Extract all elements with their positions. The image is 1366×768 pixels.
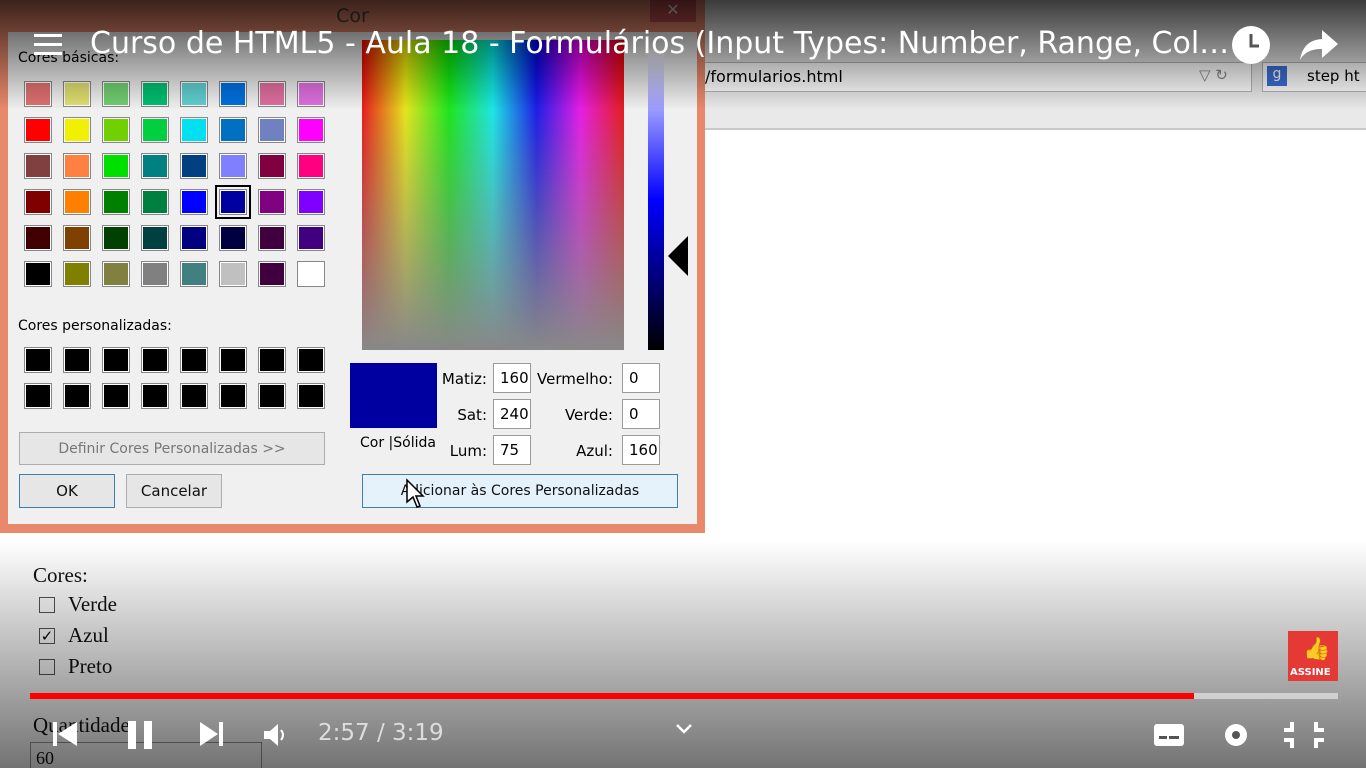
color-swatch[interactable] — [141, 189, 169, 215]
time-display: 2:57 / 3:19 — [318, 720, 444, 746]
field-label: Sat: — [457, 406, 487, 424]
field-input[interactable]: 75 — [493, 435, 531, 465]
color-swatch[interactable] — [141, 261, 169, 287]
custom-colors-label: Cores personalizadas: — [18, 318, 172, 334]
color-swatch[interactable] — [297, 225, 325, 251]
color-swatch[interactable] — [24, 153, 52, 179]
custom-swatch[interactable] — [219, 347, 247, 373]
color-swatch[interactable] — [180, 117, 208, 143]
color-swatch[interactable] — [102, 225, 130, 251]
color-swatch[interactable] — [219, 261, 247, 287]
color-swatch[interactable] — [24, 261, 52, 287]
custom-swatch[interactable] — [63, 383, 91, 409]
custom-swatch[interactable] — [297, 347, 325, 373]
color-swatch[interactable] — [24, 225, 52, 251]
luminance-bar[interactable] — [648, 50, 664, 350]
color-swatch[interactable] — [215, 185, 251, 219]
color-swatch[interactable] — [180, 261, 208, 287]
color-swatch[interactable] — [63, 189, 91, 215]
define-custom-button[interactable]: Definir Cores Personalizadas >> — [19, 432, 325, 465]
color-swatch[interactable] — [297, 189, 325, 215]
subscribe-text: ASSINE — [1290, 667, 1331, 678]
subscribe-badge[interactable]: 👍 ASSINE — [1288, 631, 1338, 681]
field-label: Azul: — [576, 442, 613, 460]
progress-played — [30, 693, 1194, 699]
color-swatch[interactable] — [219, 117, 247, 143]
custom-swatch[interactable] — [141, 347, 169, 373]
color-swatch[interactable] — [258, 225, 286, 251]
field-input[interactable]: 160 — [493, 363, 531, 393]
chevron-icon[interactable] — [674, 722, 694, 736]
custom-swatch[interactable] — [180, 383, 208, 409]
color-preview — [350, 363, 437, 428]
color-swatch[interactable] — [258, 261, 286, 287]
field-input[interactable]: 0 — [622, 399, 660, 429]
color-swatch[interactable] — [102, 117, 130, 143]
color-swatch[interactable] — [258, 189, 286, 215]
color-swatch[interactable] — [102, 189, 130, 215]
field-input[interactable]: 160 — [622, 435, 660, 465]
top-overlay — [0, 0, 1366, 110]
watch-later-icon[interactable] — [1230, 24, 1272, 66]
color-swatch[interactable] — [63, 225, 91, 251]
color-swatch[interactable] — [219, 153, 247, 179]
color-swatch[interactable] — [141, 225, 169, 251]
custom-swatch[interactable] — [219, 383, 247, 409]
field-input[interactable]: 0 — [622, 363, 660, 393]
color-swatch[interactable] — [63, 117, 91, 143]
color-swatch[interactable] — [24, 117, 52, 143]
color-swatch[interactable] — [141, 117, 169, 143]
luminance-arrow[interactable] — [666, 234, 690, 278]
custom-swatch[interactable] — [63, 347, 91, 373]
color-swatch[interactable] — [180, 153, 208, 179]
color-swatch[interactable] — [297, 153, 325, 179]
color-swatch[interactable] — [102, 261, 130, 287]
color-swatch[interactable] — [63, 261, 91, 287]
color-swatch[interactable] — [258, 117, 286, 143]
playback-controls[interactable] — [50, 718, 250, 752]
color-swatch[interactable] — [24, 189, 52, 215]
color-swatch[interactable] — [141, 153, 169, 179]
video-title[interactable]: Curso de HTML5 - Aula 18 - Formulários (… — [90, 26, 1230, 61]
custom-swatch[interactable] — [24, 383, 52, 409]
custom-swatch[interactable] — [102, 347, 130, 373]
custom-swatch[interactable] — [297, 383, 325, 409]
custom-swatch[interactable] — [141, 383, 169, 409]
volume-icon[interactable] — [262, 722, 290, 748]
field-input[interactable]: 240 — [493, 399, 531, 429]
mouse-cursor — [406, 478, 425, 508]
color-swatch[interactable] — [180, 189, 208, 215]
color-swatch[interactable] — [297, 261, 325, 287]
thumbs-up: 👍 — [1303, 637, 1331, 662]
player-right-controls[interactable] — [1150, 718, 1350, 752]
color-swatch[interactable] — [102, 153, 130, 179]
custom-swatch[interactable] — [258, 383, 286, 409]
custom-swatch[interactable] — [24, 347, 52, 373]
ok-button[interactable]: OK — [19, 474, 115, 508]
custom-swatch[interactable] — [102, 383, 130, 409]
field-label: Lum: — [449, 442, 487, 460]
field-label: Matiz: — [441, 370, 487, 388]
color-swatch[interactable] — [297, 117, 325, 143]
cancel-button[interactable]: Cancelar — [126, 474, 222, 508]
field-label: Vermelho: — [537, 370, 613, 388]
custom-swatch[interactable] — [258, 347, 286, 373]
color-swatch[interactable] — [219, 225, 247, 251]
menu-icon[interactable] — [34, 32, 64, 58]
share-icon[interactable] — [1298, 26, 1340, 64]
toolbar-border — [705, 128, 1366, 130]
solid-label: Cor |Sólida — [360, 435, 436, 451]
color-swatch[interactable] — [180, 225, 208, 251]
field-label: Verde: — [564, 406, 613, 424]
custom-swatch[interactable] — [180, 347, 208, 373]
color-swatch[interactable] — [258, 153, 286, 179]
color-swatch[interactable] — [63, 153, 91, 179]
